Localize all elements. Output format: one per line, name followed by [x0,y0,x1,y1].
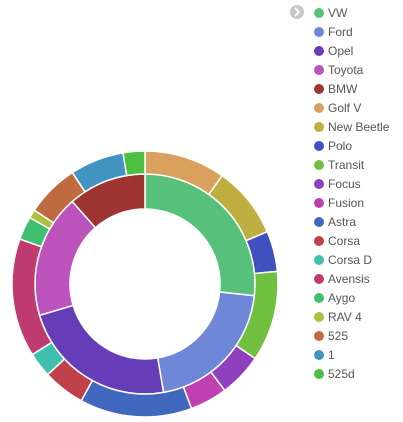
legend-item[interactable]: Aygo [314,288,389,307]
outer-slice-525d[interactable] [122,150,146,177]
legend-swatch [314,45,324,56]
legend-item[interactable]: Astra [314,212,389,231]
chevron-right-icon [294,7,300,17]
inner-ring [34,173,256,395]
legend-swatch [314,273,324,284]
legend-item[interactable]: 1 [314,345,389,364]
legend-label: Fusion [328,195,365,210]
legend-item[interactable]: Toyota [314,60,389,79]
legend-swatch [314,159,324,170]
outer-ring [11,150,279,418]
legend-item[interactable]: VW [314,3,389,22]
legend-swatch [314,26,324,37]
legend-label: Astra [328,214,357,229]
legend-label: Focus [328,176,361,191]
legend-label: RAV 4 [328,309,362,324]
legend-label: Corsa [328,233,361,248]
legend-swatch [314,7,324,18]
legend-swatch [314,121,324,132]
legend-item[interactable]: Golf V [314,98,389,117]
legend-label: Ford [328,24,353,39]
legend-label: Corsa D [328,252,373,267]
legend-label: 525d [328,366,355,381]
legend-label: Transit [328,157,365,172]
legend-swatch [314,349,324,360]
legend-swatch [314,368,324,379]
legend-label: 525 [328,328,349,343]
legend-item[interactable]: Fusion [314,193,389,212]
legend-item[interactable]: RAV 4 [314,307,389,326]
legend-item[interactable]: Ford [314,22,389,41]
legend-item[interactable]: Corsa D [314,250,389,269]
legend-swatch [314,311,324,322]
legend-list: VW Ford Opel Toyota BMW Golf V New Beetle Polo T… [314,3,389,383]
legend-label: Toyota [328,62,364,77]
legend-item[interactable]: Corsa [314,231,389,250]
legend-label: New Beetle [328,119,390,134]
legend-label: VW [328,5,348,20]
legend-swatch [314,197,324,208]
legend-item[interactable]: BMW [314,79,389,98]
legend-toggle-button[interactable] [290,5,304,19]
legend-label: Aygo [328,290,356,305]
legend-item[interactable]: 525 [314,326,389,345]
legend-swatch [314,216,324,227]
legend-label: 1 [328,347,335,362]
legend-swatch [314,178,324,189]
legend-item[interactable]: Focus [314,174,389,193]
legend-item[interactable]: Avensis [314,269,389,288]
legend-label: Opel [328,43,354,58]
donut-chart [11,150,279,418]
legend-swatch [314,64,324,75]
legend-item[interactable]: Opel [314,41,389,60]
legend-item[interactable]: New Beetle [314,117,389,136]
legend-label: Avensis [328,271,370,286]
legend-label: Golf V [328,100,362,115]
legend-item[interactable]: Transit [314,155,389,174]
legend-swatch [314,83,324,94]
legend-label: Polo [328,138,353,153]
legend-swatch [314,292,324,303]
legend-swatch [314,235,324,246]
legend-swatch [314,140,324,151]
legend-swatch [314,102,324,113]
legend-label: BMW [328,81,358,96]
legend-swatch [314,330,324,341]
legend-swatch [314,254,324,265]
legend-item[interactable]: Polo [314,136,389,155]
legend-item[interactable]: 525d [314,364,389,383]
